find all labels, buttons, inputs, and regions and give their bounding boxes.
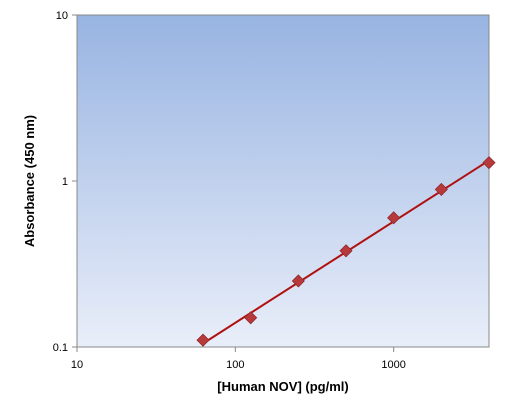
- data-markers: [196, 156, 496, 347]
- y-axis-title: Absorbance (450 nm): [22, 115, 37, 247]
- data-point-marker: [291, 274, 305, 288]
- y-tick-label: 1: [62, 176, 68, 188]
- data-point-marker: [196, 333, 210, 347]
- data-point-marker: [482, 156, 496, 170]
- x-tick-label: 100: [226, 359, 244, 371]
- x-tick-label: 1000: [381, 359, 405, 371]
- x-tick-label: 10: [71, 359, 83, 371]
- x-axis: 10 100 1000: [71, 347, 406, 371]
- x-axis-title: [Human NOV] (pg/ml): [217, 379, 348, 394]
- data-point-marker: [339, 244, 353, 258]
- y-tick-label: 0.1: [53, 342, 68, 354]
- data-point-marker: [244, 311, 258, 325]
- y-axis: 0.1 1 10: [53, 10, 77, 354]
- plot-area: [76, 14, 490, 348]
- data-point-marker: [387, 211, 401, 225]
- y-tick-label: 10: [56, 10, 68, 22]
- data-point-marker: [434, 182, 448, 196]
